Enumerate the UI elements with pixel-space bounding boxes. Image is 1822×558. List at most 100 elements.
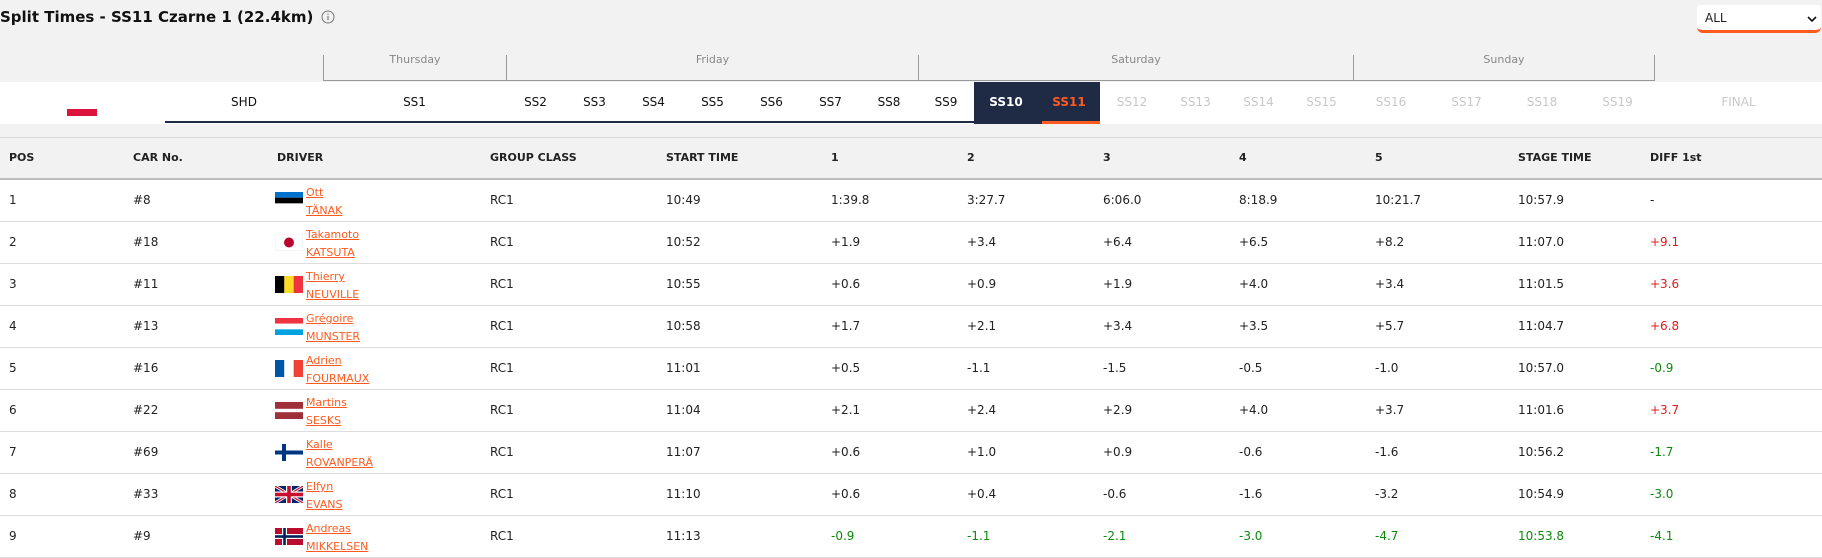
cell-s1: +0.6 <box>831 277 861 291</box>
header-split-4: 4 <box>1239 151 1247 164</box>
cell-car: #11 <box>133 277 159 291</box>
table-row: 9 #9 RC1 11:13 -0.9 -1.1 -2.1 -3.0 -4.7 10:53.8 -4… <box>0 516 1822 558</box>
header-split-1: 1 <box>831 151 839 164</box>
driver-first-name[interactable]: Ott <box>306 186 324 199</box>
table-header: POS CAR No. DRIVER GROUP CLASS START TIM… <box>0 137 1822 180</box>
tab-ss7[interactable]: SS7 <box>819 95 842 109</box>
driver-first-name[interactable]: Elfyn <box>306 480 334 493</box>
tab-ss15[interactable]: SS15 <box>1306 95 1337 109</box>
tab-ss16[interactable]: SS16 <box>1375 95 1407 109</box>
info-icon[interactable] <box>321 10 335 24</box>
tab-ss18[interactable]: SS18 <box>1526 95 1558 109</box>
driver-last-name[interactable]: ROVANPERÄ <box>306 456 373 469</box>
tab-ss14[interactable]: SS14 <box>1243 95 1274 109</box>
tab-ss3[interactable]: SS3 <box>583 95 606 109</box>
driver-link[interactable]: Thierry NEUVILLE <box>306 268 359 304</box>
cell-group: RC1 <box>490 235 514 249</box>
cell-start: 11:01 <box>666 361 701 375</box>
driver-first-name[interactable]: Kalle <box>306 438 333 451</box>
cell-s5: 10:21.7 <box>1375 193 1422 207</box>
cell-stage: 10:57.9 <box>1518 193 1565 207</box>
driver-first-name[interactable]: Andreas <box>306 522 351 535</box>
driver-last-name[interactable]: SESKS <box>306 414 342 427</box>
table-row: 7 #69 RC1 11:07 +0.6 +1.0 +0.9 -0.6 -1.6 10:56.2 -… <box>0 432 1822 474</box>
driver-link[interactable]: Ott TÄNAK <box>306 184 342 220</box>
driver-first-name[interactable]: Takamoto <box>306 228 360 241</box>
driver-last-name[interactable]: TÄNAK <box>306 204 343 217</box>
tab-ss10-label: SS10 <box>989 95 1023 109</box>
tab-ss4[interactable]: SS4 <box>642 95 665 109</box>
driver-first-name[interactable]: Grégoire <box>306 312 354 325</box>
cell-s3: -0.6 <box>1103 487 1127 501</box>
france-flag-icon <box>275 360 303 377</box>
cell-group: RC1 <box>490 487 514 501</box>
driver-link[interactable]: Martins SESKS <box>306 394 347 430</box>
tab-ss19[interactable]: SS19 <box>1602 95 1633 109</box>
cell-group: RC1 <box>490 193 514 207</box>
cell-s2: +2.1 <box>967 319 997 333</box>
split-times-table: POS CAR No. DRIVER GROUP CLASS START TIM… <box>0 137 1822 558</box>
driver-last-name[interactable]: EVANS <box>306 498 343 511</box>
cell-pos: 5 <box>9 361 17 375</box>
tab-shd[interactable]: SHD <box>231 95 257 109</box>
day-group-sunday: Sunday <box>1353 53 1655 81</box>
cell-s1: +0.5 <box>831 361 861 375</box>
cell-pos: 8 <box>9 487 17 501</box>
driver-link[interactable]: Grégoire MUNSTER <box>306 310 360 346</box>
driver-last-name[interactable]: NEUVILLE <box>306 288 360 301</box>
cell-start: 10:55 <box>666 277 701 291</box>
cell-s3: 6:06.0 <box>1103 193 1142 207</box>
cell-start: 10:58 <box>666 319 701 333</box>
tab-ss2[interactable]: SS2 <box>524 95 547 109</box>
driver-first-name[interactable]: Martins <box>306 396 347 409</box>
cell-s5: +3.7 <box>1375 403 1405 417</box>
cell-stage: 10:53.8 <box>1518 529 1565 543</box>
cell-s3: +0.9 <box>1103 445 1133 459</box>
filter-select[interactable]: ALL <box>1697 5 1821 33</box>
cell-s2: +1.0 <box>967 445 997 459</box>
tab-ss17[interactable]: SS17 <box>1451 95 1482 109</box>
driver-last-name[interactable]: KATSUTA <box>306 246 355 259</box>
driver-link[interactable]: Adrien FOURMAUX <box>306 352 369 388</box>
driver-last-name[interactable]: MIKKELSEN <box>306 540 369 553</box>
cell-group: RC1 <box>490 403 514 417</box>
table-row: 6 #22 RC1 11:04 +2.1 +2.4 +2.9 +4.0 +3.7 11:01.6 +… <box>0 390 1822 432</box>
cell-pos: 6 <box>9 403 17 417</box>
cell-s3: +1.9 <box>1103 277 1133 291</box>
filter-select-value: ALL <box>1705 11 1727 25</box>
cell-s5: +3.4 <box>1375 277 1405 291</box>
day-label-sunday: Sunday <box>1483 53 1525 66</box>
cell-s5: -3.2 <box>1375 487 1399 501</box>
cell-s3: -2.1 <box>1103 529 1127 543</box>
driver-last-name[interactable]: MUNSTER <box>306 330 361 343</box>
driver-link[interactable]: Elfyn EVANS <box>306 478 343 514</box>
driver-link[interactable]: Kalle ROVANPERÄ <box>306 436 373 472</box>
tab-ss11-label[interactable]: SS11 <box>1052 95 1086 109</box>
luxembourg-flag-icon <box>275 318 303 335</box>
driver-last-name[interactable]: FOURMAUX <box>306 372 370 385</box>
driver-link[interactable]: Andreas MIKKELSEN <box>306 520 368 556</box>
table-row: 2 #18 RC1 10:52 +1.9 +3.4 +6.4 +6.5 +8.2 11:07.0 +… <box>0 222 1822 264</box>
tab-ss9[interactable]: SS9 <box>934 95 958 109</box>
tab-ss6[interactable]: SS6 <box>760 95 783 109</box>
cell-diff: +9.1 <box>1650 235 1680 249</box>
tab-ss12[interactable]: SS12 <box>1116 95 1148 109</box>
tab-ss8[interactable]: SS8 <box>877 95 901 109</box>
driver-link[interactable]: Takamoto KATSUTA <box>306 226 359 262</box>
tab-ss1[interactable]: SS1 <box>403 95 426 109</box>
stage-tab-bar: SHD SS1 SS2 SS3 SS4 SS5 SS6 SS7 SS8 SS9 … <box>0 82 1822 124</box>
cell-s4: -3.0 <box>1239 529 1263 543</box>
cell-stage: 11:01.5 <box>1518 277 1565 291</box>
cell-s5: -1.6 <box>1375 445 1399 459</box>
cell-start: 11:07 <box>666 445 701 459</box>
tab-ss10[interactable]: SS10 SS11 <box>974 82 1100 124</box>
tab-ss13[interactable]: SS13 <box>1180 95 1211 109</box>
japan-flag-icon <box>275 234 303 251</box>
tab-final[interactable]: FINAL <box>1721 95 1756 109</box>
day-label-friday: Friday <box>695 53 730 66</box>
driver-first-name[interactable]: Thierry <box>306 270 345 283</box>
tab-ss5[interactable]: SS5 <box>701 95 724 109</box>
driver-first-name[interactable]: Adrien <box>306 354 342 367</box>
header-driver: DRIVER <box>277 151 324 164</box>
cell-start: 10:52 <box>666 235 701 249</box>
